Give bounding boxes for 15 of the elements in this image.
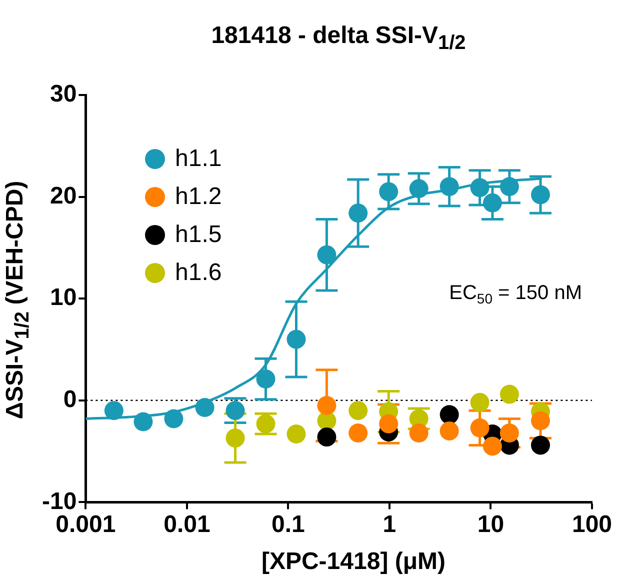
legend-label: h1.1 bbox=[175, 145, 222, 173]
x-tick-label: 10 bbox=[477, 511, 504, 538]
y-tick-label: 20 bbox=[50, 182, 77, 210]
legend-label: h1.2 bbox=[175, 183, 222, 211]
x-tick-label: 0.01 bbox=[164, 511, 210, 538]
legend-label: h1.5 bbox=[175, 221, 222, 249]
chart-title: 181418 - delta SSI-V$_{1/2}$ bbox=[210, 22, 467, 55]
x-tick-label: 100 bbox=[572, 511, 612, 538]
x-tick-label: 1 bbox=[382, 511, 396, 538]
x-tick-label: 0.1 bbox=[272, 511, 305, 538]
y-tick-label: 30 bbox=[50, 80, 77, 108]
x-axis-title: [XPC-1418] (μM) bbox=[260, 548, 447, 576]
y-tick-label: 0 bbox=[63, 386, 77, 414]
legend-label: h1.6 bbox=[175, 259, 222, 287]
y-tick-label: 10 bbox=[50, 284, 77, 312]
